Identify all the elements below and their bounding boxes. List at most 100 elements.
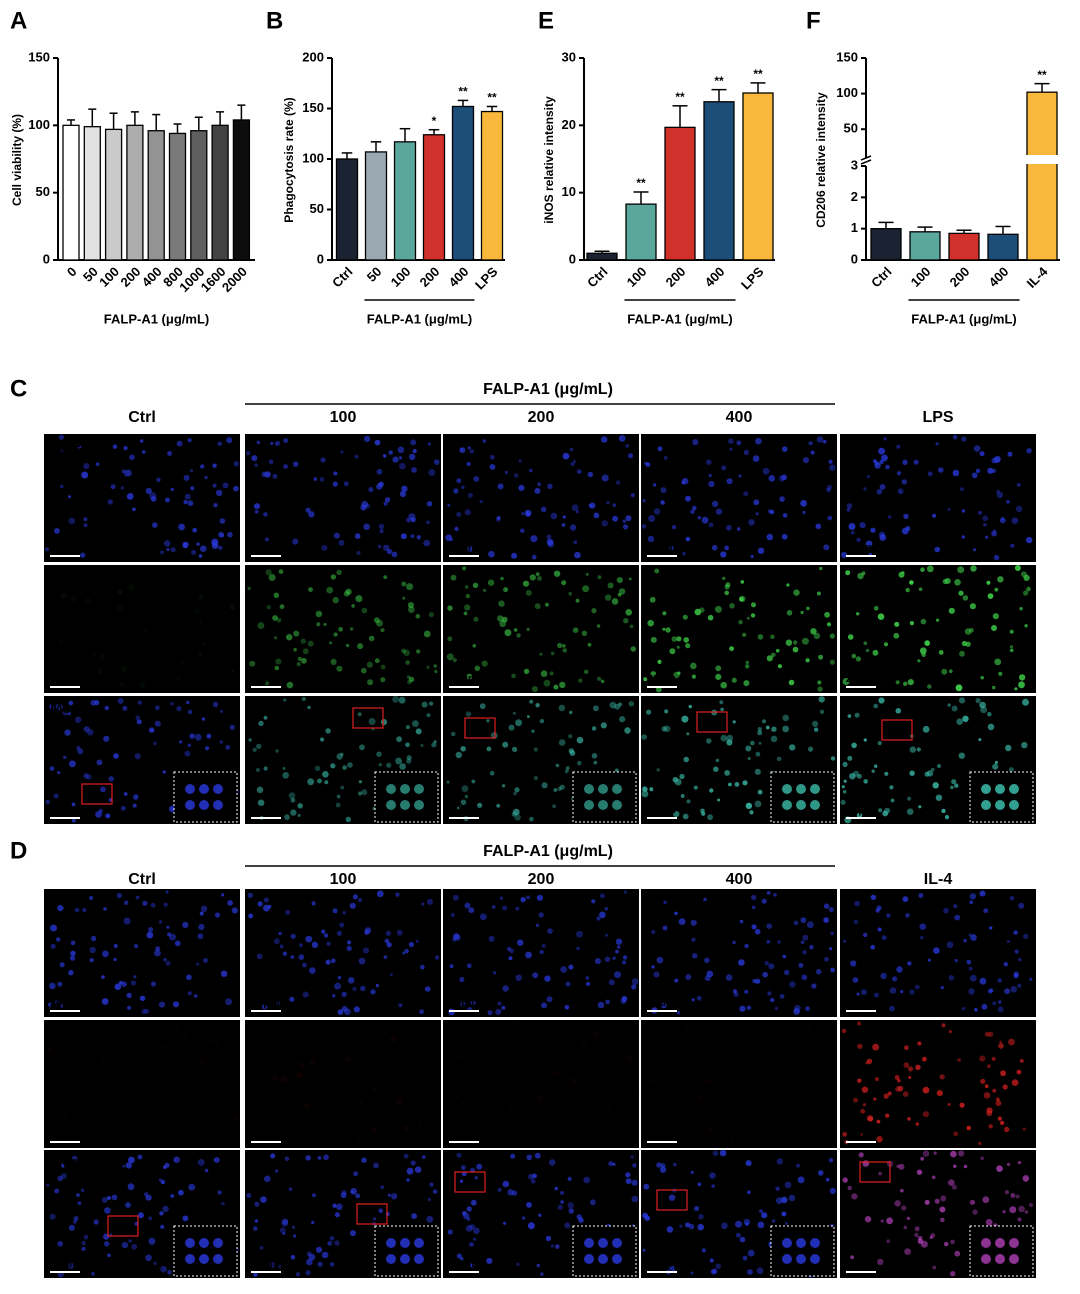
- cell: [997, 576, 1004, 583]
- cell: [502, 985, 509, 992]
- cell: [104, 705, 110, 711]
- cell: [752, 455, 760, 462]
- micrograph-background: [245, 1020, 441, 1148]
- cell: [203, 958, 208, 963]
- cell: [920, 1156, 925, 1161]
- cell: [576, 946, 580, 951]
- cell: [334, 982, 342, 990]
- cell: [993, 456, 1001, 464]
- cell: [751, 602, 756, 608]
- cell: [345, 588, 352, 595]
- y-tick-label: 50: [36, 184, 50, 199]
- cell: [529, 1117, 535, 1123]
- cell: [305, 1270, 311, 1276]
- cell: [496, 516, 501, 520]
- cell: [766, 939, 771, 944]
- cell: [366, 661, 373, 668]
- cell: [249, 660, 256, 667]
- cell: [353, 1006, 360, 1013]
- cell: [816, 436, 824, 443]
- cell: [358, 780, 362, 784]
- cell: [617, 592, 622, 597]
- micrograph-background: [840, 434, 1036, 562]
- cell: [526, 895, 531, 900]
- cell: [728, 438, 734, 445]
- cell: [373, 617, 380, 624]
- cell: [399, 462, 406, 470]
- cell: [536, 1263, 541, 1268]
- cell: [815, 523, 822, 530]
- cell: [458, 1053, 465, 1060]
- cell: [460, 746, 467, 752]
- cell: [798, 962, 804, 968]
- cell: [981, 1003, 988, 1010]
- cell: [511, 1190, 518, 1196]
- cell: [810, 628, 817, 635]
- cell: [256, 953, 263, 960]
- cell: [909, 746, 916, 753]
- cell: [565, 766, 570, 771]
- cell: [630, 1155, 634, 1159]
- cell: [83, 1234, 89, 1240]
- cell: [461, 785, 469, 792]
- cell: [511, 673, 516, 679]
- cell: [213, 503, 218, 508]
- cell: [256, 786, 264, 794]
- cell: [653, 483, 657, 487]
- cell: [264, 1175, 271, 1183]
- cell: [654, 568, 660, 574]
- micrograph-background: [245, 434, 441, 562]
- cell: [992, 1088, 997, 1093]
- cell: [719, 700, 724, 705]
- cell: [808, 746, 814, 752]
- cell: [508, 956, 513, 961]
- cell: [456, 512, 462, 517]
- cell: [876, 1136, 883, 1143]
- scale-bar-label: 20μm: [647, 1128, 676, 1140]
- cell: [456, 478, 462, 484]
- inset-cell: [995, 1254, 1005, 1264]
- cell: [306, 1258, 313, 1266]
- cell: [539, 718, 545, 724]
- cell: [890, 798, 895, 803]
- cell: [360, 504, 367, 511]
- cell: [546, 538, 554, 546]
- inset: [374, 1225, 439, 1277]
- cell: [409, 453, 416, 461]
- cell: [121, 981, 127, 987]
- cell: [574, 551, 581, 559]
- cell: [327, 1135, 331, 1140]
- cell: [454, 934, 461, 941]
- cell: [300, 638, 307, 644]
- cell: [103, 1241, 110, 1247]
- cell: [330, 574, 337, 580]
- cell: [854, 900, 860, 907]
- cell: [412, 449, 417, 454]
- cell: [350, 1190, 354, 1194]
- cell: [354, 533, 361, 539]
- cell: [54, 1188, 60, 1194]
- cell: [142, 900, 148, 906]
- cell: [825, 1177, 830, 1182]
- micrograph-background: [641, 889, 837, 1017]
- cell: [246, 450, 251, 456]
- cell: [553, 788, 558, 792]
- inset-cell: [981, 800, 991, 810]
- y-tick-label: 3: [851, 157, 858, 172]
- cell: [553, 684, 559, 690]
- cell: [533, 747, 538, 752]
- cell: [525, 589, 532, 596]
- cell: [405, 742, 410, 748]
- x-axis-title: FALP-A1 (μg/mL): [627, 311, 732, 326]
- scale-bar-label: 20μm: [50, 673, 79, 685]
- significance: **: [753, 67, 763, 81]
- inset-cell: [400, 1254, 410, 1264]
- cell: [800, 917, 807, 923]
- cell: [276, 1001, 281, 1005]
- cell: [856, 537, 861, 542]
- cell: [380, 677, 386, 683]
- inset-cell: [598, 1254, 608, 1264]
- cell: [980, 1156, 984, 1161]
- cell: [492, 905, 496, 909]
- cell: [725, 974, 733, 981]
